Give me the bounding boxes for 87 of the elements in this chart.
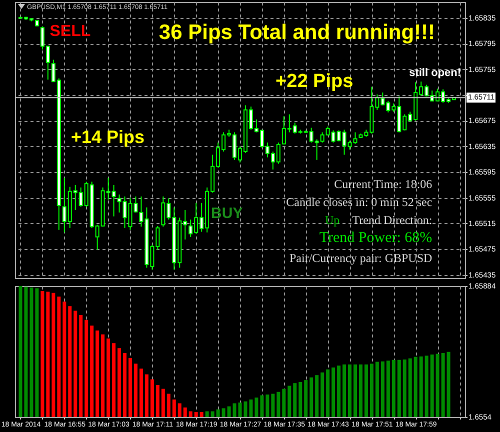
bar [30, 288, 34, 417]
bar [216, 409, 220, 417]
bar [188, 411, 192, 417]
bar [118, 348, 122, 417]
bar [123, 353, 127, 417]
bar [139, 368, 143, 417]
bar [397, 360, 401, 417]
bar [106, 338, 110, 417]
bar [392, 360, 396, 417]
bar [358, 364, 362, 417]
bar [337, 366, 341, 417]
bar [271, 394, 275, 417]
annotation: Trend Direction: [352, 213, 432, 227]
bar [112, 343, 116, 417]
bar [436, 354, 440, 417]
bar [90, 326, 94, 417]
bar [364, 364, 368, 417]
bar [52, 292, 56, 417]
bar [57, 296, 61, 417]
annotation: +22 Pips [276, 71, 354, 92]
bar [200, 412, 204, 417]
annotation: Candle closes in: 0 min 52 sec [286, 195, 432, 209]
bar [402, 359, 406, 417]
bar [408, 358, 412, 417]
bar [430, 354, 434, 417]
bar [46, 292, 50, 417]
bar [304, 380, 308, 417]
bar [68, 306, 72, 417]
bar [254, 398, 258, 417]
bar [40, 290, 44, 417]
bar [380, 361, 384, 417]
bar [62, 302, 66, 417]
bar [424, 356, 428, 417]
bar [194, 412, 198, 417]
bar [342, 364, 346, 417]
bar [166, 394, 170, 417]
bar [249, 399, 253, 417]
bar [260, 395, 264, 417]
bar [74, 310, 78, 417]
bar [293, 383, 297, 417]
annotation: Trend Power: 68% [319, 230, 432, 246]
bar [172, 399, 176, 417]
bar [298, 382, 302, 417]
bar [24, 286, 28, 417]
bar [288, 386, 292, 417]
annotation: Pair/Currency pair: GBPUSD [290, 251, 432, 265]
bar [441, 353, 445, 417]
bar [150, 379, 154, 417]
bar [353, 364, 357, 417]
bar [414, 356, 418, 417]
annotation: +14 Pips [70, 127, 144, 147]
annotation: SELL [50, 23, 91, 40]
bar [386, 360, 390, 417]
bar [101, 334, 105, 417]
bar [419, 356, 423, 417]
bar [144, 374, 148, 417]
bar [348, 364, 352, 417]
bar [315, 375, 319, 417]
bar [96, 330, 100, 417]
bar [326, 369, 330, 417]
annotation: BUY [211, 205, 243, 222]
bar [222, 408, 226, 417]
bar [370, 364, 374, 417]
bar [183, 407, 187, 417]
bar [320, 372, 324, 417]
annotation: Current Time: 18:06 [334, 177, 432, 191]
annotation: 36 Pips Total and running!!! [158, 21, 436, 44]
bar [310, 377, 314, 417]
bar [266, 394, 270, 417]
bar [178, 403, 182, 417]
bar [210, 411, 214, 417]
bar [134, 364, 138, 417]
bar [161, 388, 165, 417]
bar [205, 411, 209, 417]
bar [35, 288, 39, 417]
bar [446, 352, 450, 417]
annotation: still open! [409, 67, 462, 79]
bar [79, 314, 83, 417]
bar [375, 362, 379, 417]
bar [84, 320, 88, 417]
bar [332, 367, 336, 417]
bar [232, 403, 236, 417]
bar [276, 392, 280, 417]
bar [156, 385, 160, 417]
bar [128, 358, 132, 417]
bar [282, 388, 286, 417]
bar [227, 406, 231, 417]
